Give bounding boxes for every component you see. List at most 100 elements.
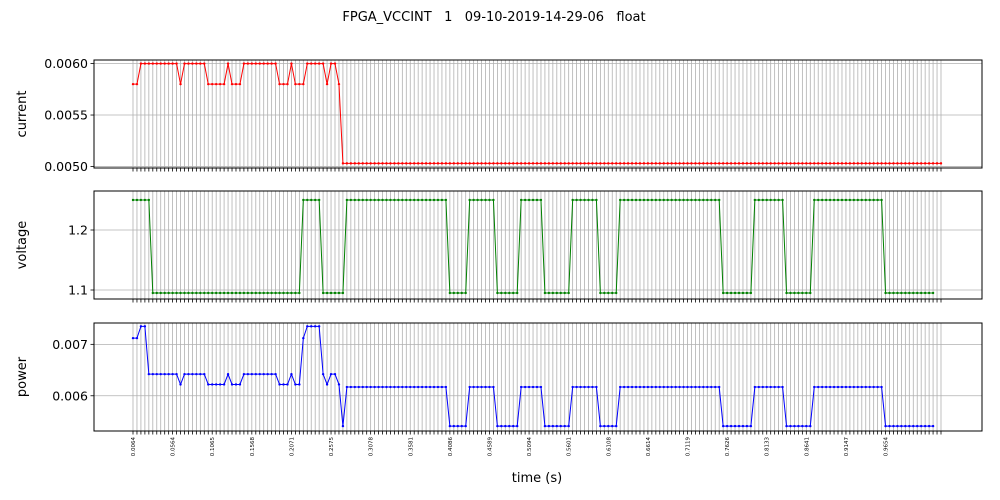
x-grid-lines <box>132 60 942 172</box>
data-point <box>686 162 689 165</box>
data-point <box>298 82 301 86</box>
data-point <box>737 424 741 428</box>
data-point <box>638 385 642 389</box>
data-point <box>377 198 380 202</box>
data-point <box>563 291 566 295</box>
x-tick-label: 0.9654 <box>884 437 890 457</box>
data-point <box>642 198 646 202</box>
data-point <box>725 424 729 428</box>
data-point <box>290 372 293 376</box>
data-point <box>757 198 761 202</box>
data-point <box>191 62 194 65</box>
data-point <box>741 291 745 295</box>
data-point <box>365 385 368 389</box>
data-point <box>266 291 269 295</box>
data-point <box>385 198 388 202</box>
data-point <box>151 62 155 65</box>
data-point <box>809 162 812 165</box>
data-point <box>820 162 824 165</box>
data-point <box>543 162 547 165</box>
data-point <box>321 62 325 65</box>
data-point <box>777 162 780 165</box>
data-point <box>852 198 856 202</box>
data-point <box>448 424 452 428</box>
data-point <box>302 198 305 202</box>
data-point <box>729 162 733 165</box>
data-point <box>769 198 772 202</box>
data-point <box>551 424 555 428</box>
data-point <box>508 424 511 428</box>
data-point <box>381 385 384 389</box>
data-point <box>575 385 578 389</box>
data-point <box>361 198 364 202</box>
x-tick-label: 0.6614 <box>646 437 652 457</box>
data-point <box>254 372 257 376</box>
data-point <box>488 385 491 389</box>
data-point <box>789 291 792 295</box>
data-point <box>630 162 634 165</box>
data-point <box>222 383 226 386</box>
data-point <box>357 385 360 389</box>
data-point <box>828 198 832 202</box>
data-point <box>531 162 535 165</box>
data-point <box>500 162 503 165</box>
data-point <box>143 62 147 65</box>
data-point <box>820 385 824 389</box>
data-point <box>856 385 860 389</box>
data-point <box>234 82 238 86</box>
data-point <box>749 162 753 165</box>
data-point <box>710 198 713 202</box>
data-point <box>472 198 475 202</box>
data-point <box>745 162 749 165</box>
data-point <box>579 198 582 202</box>
data-point <box>654 198 658 202</box>
data-point <box>187 372 190 376</box>
data-point <box>135 82 139 86</box>
data-point <box>341 162 345 165</box>
data-point <box>888 424 891 428</box>
data-point <box>416 162 420 165</box>
panels: 0.0050 0.0055 0.0060 current 1.1 1.2 voltage 0.… <box>15 56 983 435</box>
data-point <box>286 82 289 86</box>
data-point <box>662 198 665 202</box>
data-point <box>282 82 285 86</box>
data-point <box>757 162 761 165</box>
data-point <box>793 424 796 428</box>
data-point <box>916 162 919 165</box>
data-point <box>183 372 186 376</box>
data-point <box>745 424 749 428</box>
x-tick-label: 0.4589 <box>487 437 493 457</box>
data-point <box>226 291 230 295</box>
data-point <box>385 385 388 389</box>
data-point <box>203 372 206 376</box>
data-point <box>725 162 729 165</box>
data-point <box>872 385 875 389</box>
data-point <box>749 424 753 428</box>
data-point <box>717 162 721 165</box>
data-point <box>626 198 630 202</box>
data-point <box>416 198 420 202</box>
data-point <box>618 198 622 202</box>
data-point <box>436 198 440 202</box>
data-point <box>436 385 440 389</box>
data-point <box>337 383 341 386</box>
data-point <box>159 372 162 376</box>
data-point <box>896 162 899 165</box>
data-point <box>694 162 697 165</box>
data-point <box>393 198 396 202</box>
data-point <box>131 198 135 202</box>
data-point <box>717 198 721 202</box>
data-point <box>813 385 816 389</box>
data-point <box>717 385 721 389</box>
data-point <box>908 291 911 295</box>
data-point <box>817 162 820 165</box>
data-point <box>563 162 566 165</box>
data-point <box>765 198 768 202</box>
data-point <box>892 162 895 165</box>
data-point <box>464 424 467 428</box>
data-point <box>270 372 273 376</box>
data-point <box>476 198 479 202</box>
data-point <box>908 162 911 165</box>
data-point <box>337 291 341 295</box>
data-point <box>658 198 661 202</box>
